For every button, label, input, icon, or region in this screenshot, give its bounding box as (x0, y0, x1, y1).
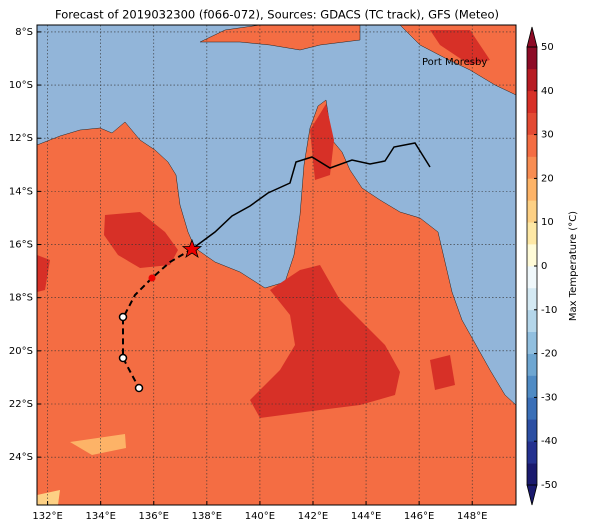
colorbar-segment (527, 134, 537, 157)
map-frame (36, 24, 517, 506)
colorbar-tick-label: -40 (541, 436, 557, 447)
cool-region (70, 434, 126, 455)
x-tick-label: 138°E (192, 511, 222, 522)
colorbar-tick-label: 0 (541, 261, 547, 272)
y-tick-label: 20°S (9, 346, 33, 357)
x-tick-label: 132°E (32, 511, 62, 522)
colorbar-extend (526, 484, 538, 506)
grid (37, 25, 516, 505)
colorbar-tick-label: 40 (541, 86, 554, 97)
x-tick-label: 140°E (245, 511, 275, 522)
y-tick-label: 24°S (9, 452, 33, 463)
colorbar-segment (527, 244, 537, 267)
colorbar-segment (527, 353, 537, 376)
colorbar-segment (527, 112, 537, 135)
place-label: Port Moresby (422, 57, 487, 68)
cool-region (37, 490, 60, 505)
colorbar-segment (527, 156, 537, 179)
map-area: Port Moresby (37, 25, 516, 505)
storm-position (181, 238, 203, 258)
colorbar-segment (527, 463, 537, 486)
x-tick-label: 136°E (139, 511, 169, 522)
colorbar-extend (526, 26, 538, 48)
colorbar-segment (527, 68, 537, 92)
colorbar-tick-label: -20 (541, 349, 557, 360)
y-tick-label: 22°S (9, 399, 33, 410)
colorbar-segment (527, 375, 537, 398)
colorbar-segment (527, 266, 537, 289)
colorbar-tick-label: 10 (541, 217, 554, 228)
colorbar-segment (527, 90, 537, 113)
y-tick-label: 18°S (9, 293, 33, 304)
land (399, 25, 516, 96)
colorbar-tick-label: 30 (541, 130, 554, 141)
colorbar-segment (527, 200, 537, 223)
land (199, 25, 361, 51)
x-tick-label: 142°E (298, 511, 328, 522)
colorbar-tick-label: -30 (541, 392, 557, 403)
colorbar-segment (527, 331, 537, 354)
track-point (148, 274, 156, 282)
x-tick-label: 134°E (85, 511, 115, 522)
colorbar-segment (527, 441, 537, 464)
colorbar-segment (527, 419, 537, 442)
track-past (191, 142, 431, 250)
y-tick-label: 10°S (9, 80, 33, 91)
y-tick-label: 14°S (9, 186, 33, 197)
track-point (134, 383, 144, 393)
colorbar-tick-label: -50 (541, 480, 557, 491)
colorbar-segment (527, 397, 537, 420)
colorbar-segment (527, 47, 537, 70)
colorbar-tick-label: -10 (541, 305, 557, 316)
track-point (118, 312, 128, 322)
hot-region (37, 30, 490, 418)
y-tick-label: 16°S (9, 240, 33, 251)
colorbar-segment (527, 309, 537, 332)
colorbar-tick-label: 20 (541, 173, 554, 184)
colorbar-segment (527, 222, 537, 245)
y-tick-label: 8°S (15, 27, 33, 38)
track-forecast (122, 248, 193, 389)
colorbar-segment (527, 287, 537, 311)
title: Forecast of 2019032300 (f066-072), Sourc… (55, 8, 499, 22)
axes: 132°E 134°E 136°E 138°E 140°E 142°E 144°E 146°E… (9, 27, 487, 522)
colorbar-label: Max Temperature (°C) (568, 211, 579, 321)
track-point (118, 353, 128, 363)
colorbar: 50 40 30 20 10 0 -10 -20 -30 -40 -50 (526, 26, 557, 506)
x-tick-label: 144°E (351, 511, 381, 522)
y-tick-label: 12°S (9, 133, 33, 144)
x-tick-label: 148°E (457, 511, 487, 522)
colorbar-segment (527, 178, 537, 201)
colorbar-tick-label: 50 (541, 42, 554, 53)
x-tick-label: 146°E (404, 511, 434, 522)
